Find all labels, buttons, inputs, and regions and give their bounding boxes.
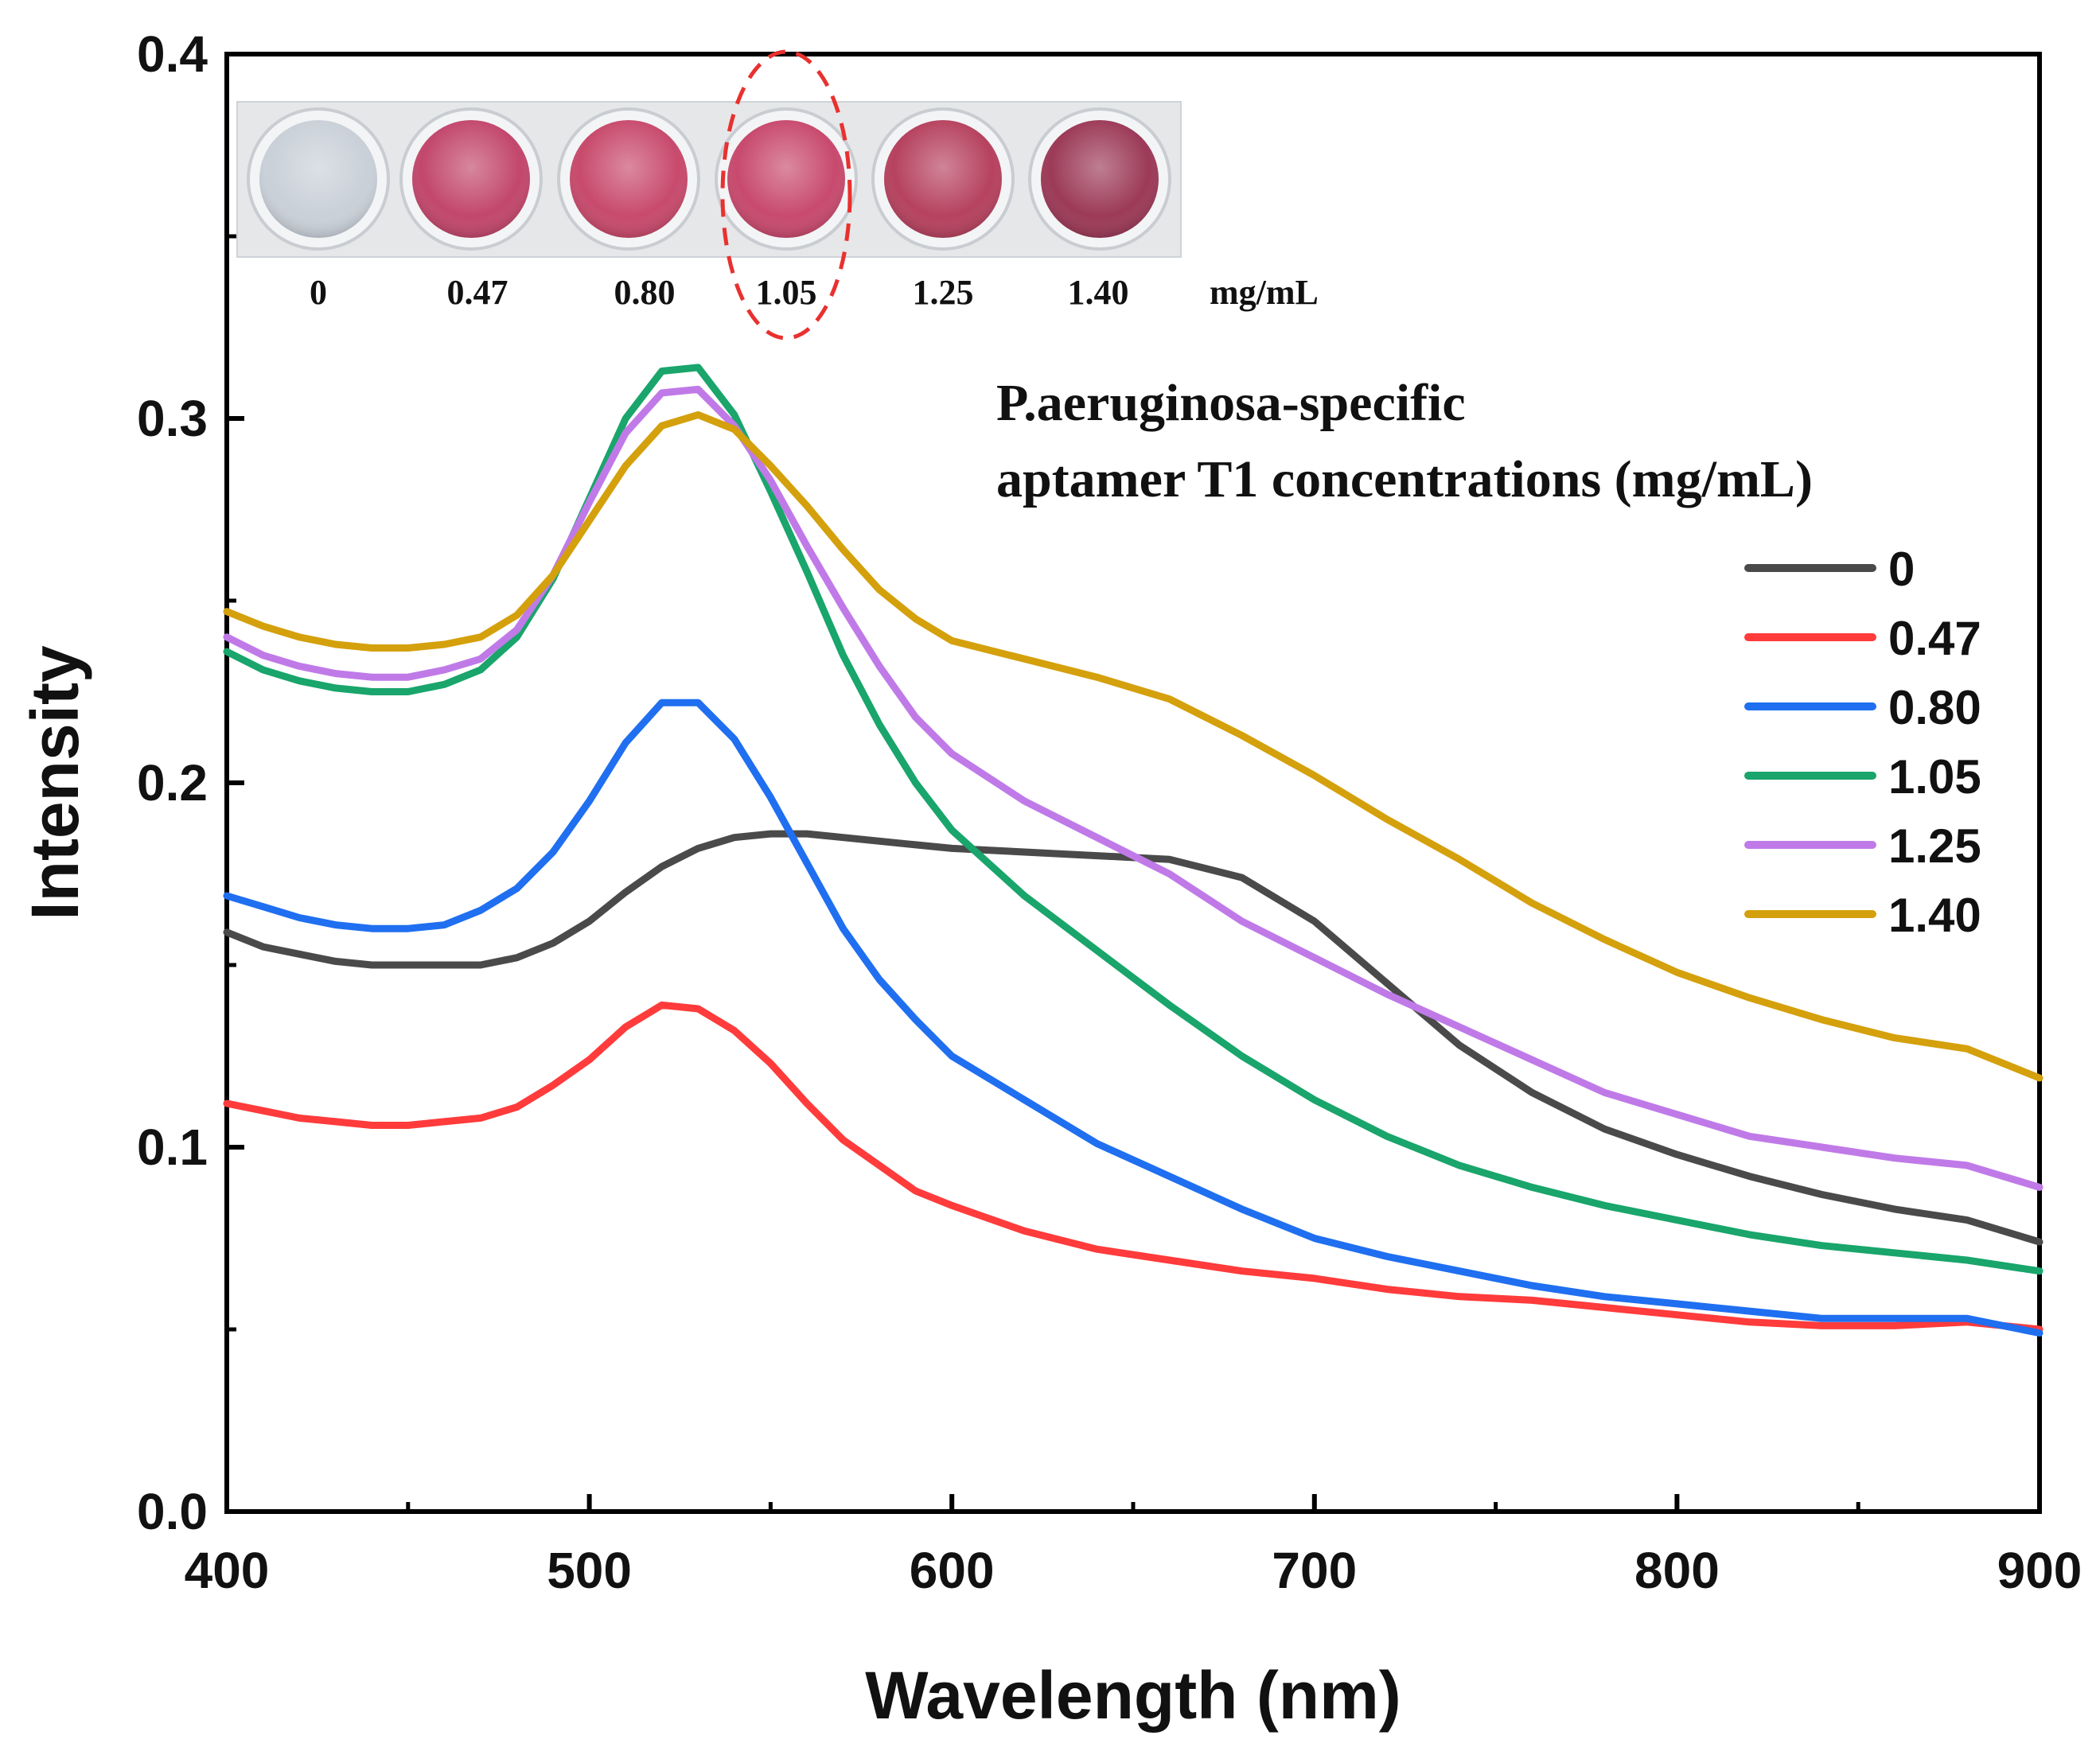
legend-label-1.05: 1.05: [1888, 750, 1981, 804]
well-shine: [412, 120, 530, 238]
legend-label-0: 0: [1888, 543, 1915, 596]
inset-label: mg/mL: [1210, 273, 1319, 312]
x-axis-title: Wavelength (nm): [865, 1658, 1401, 1733]
legend: P.aeruginosa-specific aptamer T1 concent…: [996, 374, 1981, 942]
x-tick-label: 900: [1997, 1542, 2082, 1599]
series-line-1.40: [223, 411, 2044, 1082]
legend-title-line-1: P.aeruginosa-specific: [996, 374, 1466, 432]
series-layer: [223, 364, 2044, 1337]
well-plate-strip: [236, 101, 1182, 258]
x-tick-label: 700: [1272, 1542, 1357, 1599]
series-line-0.47: [223, 1001, 2044, 1333]
inset-label: 0: [310, 273, 327, 312]
x-tick-label: 600: [910, 1542, 995, 1599]
well-shine: [570, 120, 688, 238]
legend-label-1.40: 1.40: [1888, 889, 1981, 942]
y-axis-title: Intensity: [18, 645, 92, 920]
well-plate-photo: 0 0.47 0.80 1.05 1.25 1.40 mg/mL: [236, 49, 1319, 340]
series-line-0: [223, 830, 2044, 1246]
legend-title-line-2: aptamer T1 concentrations (mg/mL): [996, 450, 1813, 508]
legend-label-0.80: 0.80: [1888, 681, 1981, 734]
y-tick-label: 0.2: [137, 754, 208, 811]
y-tick-label: 0.3: [137, 390, 208, 447]
legend-label-0.47: 0.47: [1888, 612, 1981, 665]
x-tick-label: 800: [1634, 1542, 1720, 1599]
inset-wells: [247, 107, 1171, 251]
well-shine: [259, 120, 377, 238]
legend-items: 0 0.47 0.80 1.05 1.25 1.40: [1744, 543, 1981, 942]
inset-label: 0.47: [447, 273, 508, 312]
well-shine: [884, 120, 1002, 238]
well-shine: [1041, 120, 1159, 238]
y-tick-label: 0.4: [137, 25, 208, 83]
y-tick-label: 0.1: [137, 1119, 208, 1176]
inset-label: 1.25: [913, 273, 974, 312]
inset-label: 1.05: [756, 273, 817, 312]
series-line-1.25: [223, 385, 2044, 1191]
inset-label: 1.40: [1068, 273, 1129, 312]
highlight-ring: [720, 49, 852, 340]
well-shine: [727, 120, 845, 238]
y-tick-label: 0.0: [137, 1483, 208, 1540]
inset-label: 0.80: [614, 273, 676, 312]
axis-ticks: 400 500 600 700 800 900 0.0 0.1 0.2 0.3 0.4: [137, 25, 2082, 1599]
series-line-0.80: [223, 698, 2044, 1337]
x-tick-label: 400: [185, 1542, 270, 1599]
x-tick-label: 500: [547, 1542, 632, 1599]
legend-label-1.25: 1.25: [1888, 819, 1981, 873]
inset-labels: 0 0.47 0.80 1.05 1.25 1.40 mg/mL: [310, 273, 1319, 312]
series-line-1.05: [223, 364, 2044, 1275]
